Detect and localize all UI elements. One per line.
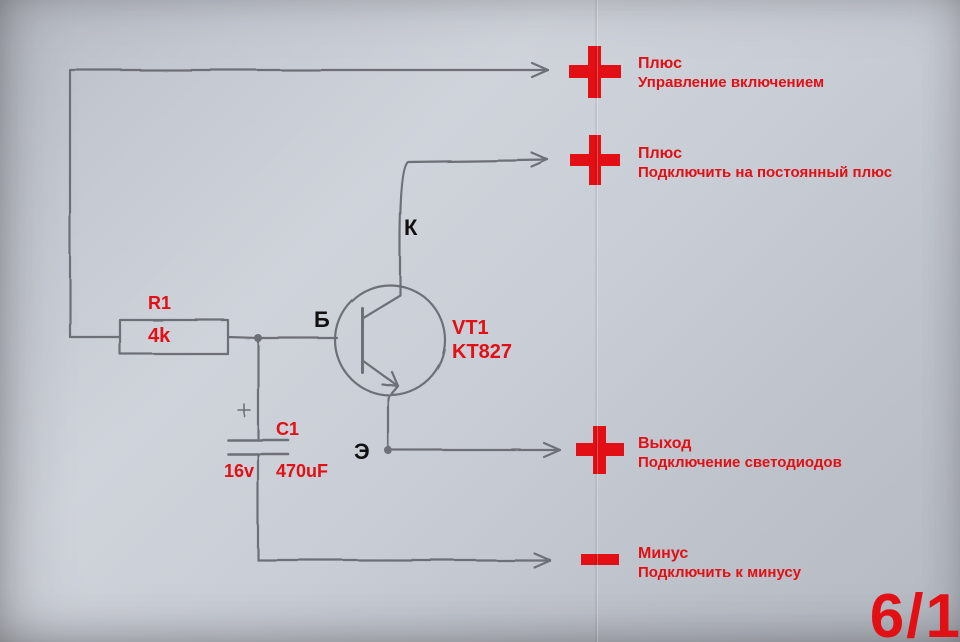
terminal-subtitle: Управление включением [638, 74, 824, 93]
plus-icon [576, 426, 624, 474]
wire-r1-right [228, 337, 258, 338]
terminal-label-base: Б [314, 306, 330, 334]
cap-voltage: 16v [224, 460, 254, 483]
resistor-value: 4k [148, 324, 170, 349]
resistor-ref: R1 [148, 292, 171, 315]
cap-value: 470uF [276, 460, 328, 483]
transistor-part: KT827 [452, 340, 512, 365]
minus-icon [581, 554, 619, 565]
schematic-canvas: R1 4k C1 470uF 16v VT1 KT827 К Б Э Плюс … [0, 0, 960, 642]
terminal-title: Минус [638, 544, 688, 564]
plus-icon [570, 135, 620, 185]
terminal-label-emitter: Э [354, 438, 370, 466]
transistor-ref: VT1 [452, 316, 489, 341]
terminal-title: Плюс [638, 144, 682, 164]
plus-icon [569, 46, 621, 98]
corner-page-mark: 6/1 [870, 581, 960, 642]
terminal-title: Плюс [638, 54, 682, 74]
wire-to-plus-permanent [400, 160, 548, 242]
terminal-subtitle: Подключить к минусу [638, 564, 801, 583]
terminal-subtitle: Подключить на постоянный плюс [638, 164, 892, 183]
transistor-collector [362, 242, 400, 318]
resistor-r1-body [120, 320, 228, 354]
cap-ref: C1 [276, 418, 299, 441]
terminal-title: Выход [638, 434, 691, 454]
terminal-subtitle: Подключение светодиодов [638, 454, 842, 473]
wire-to-plus-control [70, 70, 548, 337]
polarity-symbols [569, 46, 624, 565]
cap-plus-mark [238, 404, 250, 416]
terminal-label-collector: К [404, 214, 417, 242]
